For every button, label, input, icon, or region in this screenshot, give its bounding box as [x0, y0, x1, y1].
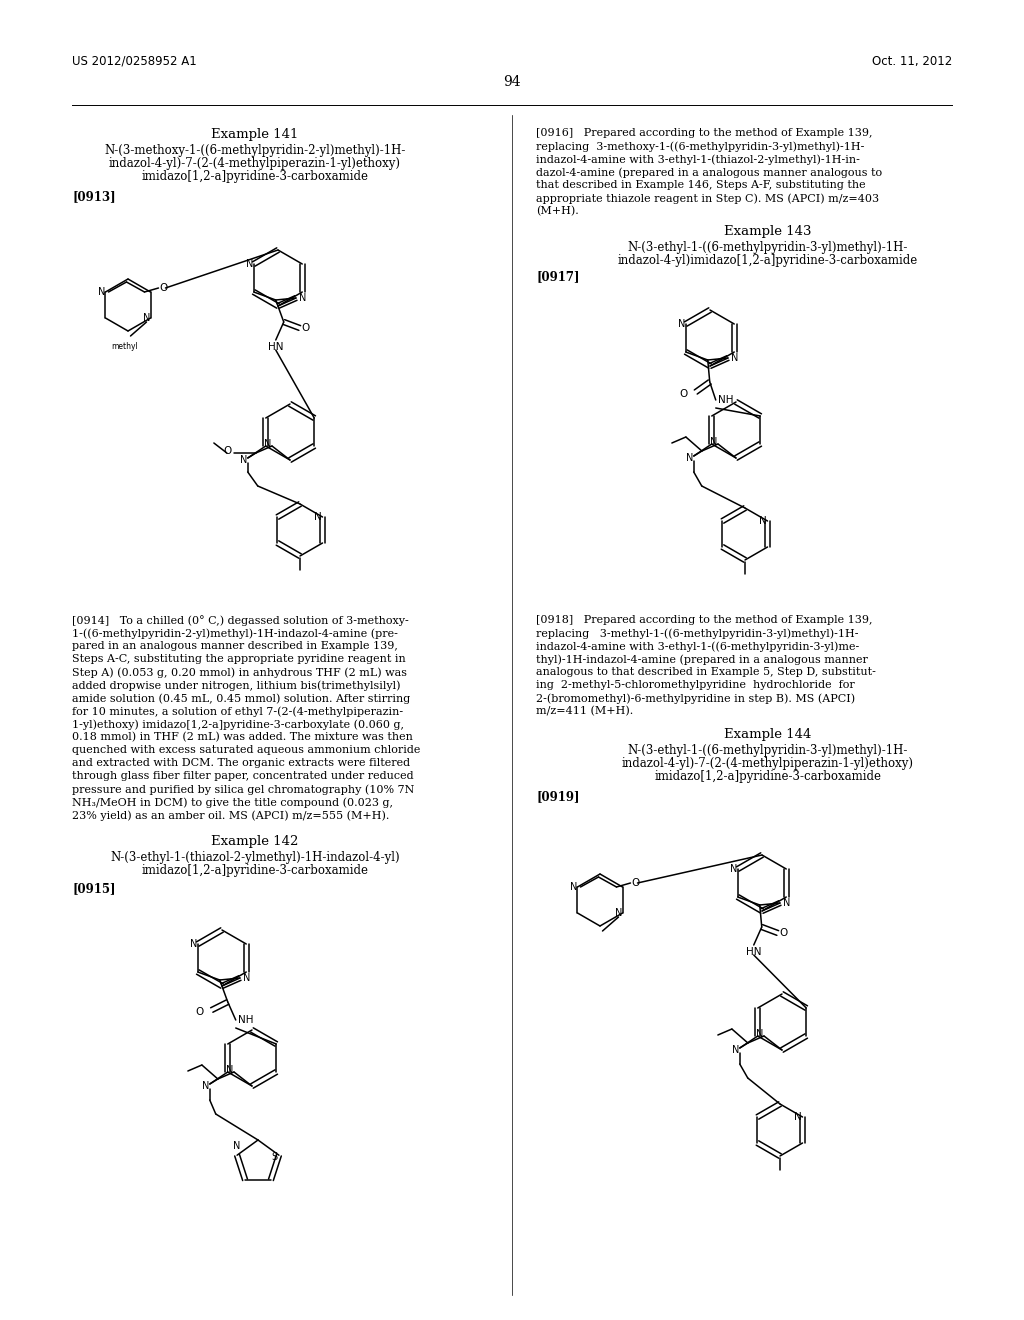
Text: N-(3-ethyl-1-((6-methylpyridin-3-yl)methyl)-1H-: N-(3-ethyl-1-((6-methylpyridin-3-yl)meth…	[628, 242, 908, 253]
Text: O: O	[196, 1007, 204, 1016]
Text: N: N	[98, 286, 105, 297]
Text: N-(3-ethyl-1-((6-methylpyridin-3-yl)methyl)-1H-: N-(3-ethyl-1-((6-methylpyridin-3-yl)meth…	[628, 744, 908, 756]
Text: indazol-4-amine with 3-ethyl-1-((6-methylpyridin-3-yl)me-: indazol-4-amine with 3-ethyl-1-((6-methy…	[536, 642, 859, 652]
Text: N: N	[794, 1111, 802, 1122]
Text: 1-((6-methylpyridin-2-yl)methyl)-1H-indazol-4-amine (pre-: 1-((6-methylpyridin-2-yl)methyl)-1H-inda…	[72, 628, 398, 639]
Text: N: N	[142, 313, 151, 323]
Text: 94: 94	[503, 75, 521, 88]
Text: N: N	[711, 437, 718, 447]
Text: Step A) (0.053 g, 0.20 mmol) in anhydrous THF (2 mL) was: Step A) (0.053 g, 0.20 mmol) in anhydrou…	[72, 667, 407, 677]
Text: indazol-4-amine with 3-ethyl-1-(thiazol-2-ylmethyl)-1H-in-: indazol-4-amine with 3-ethyl-1-(thiazol-…	[536, 154, 860, 165]
Text: N: N	[731, 352, 738, 363]
Text: N: N	[678, 319, 685, 329]
Text: O: O	[680, 389, 688, 399]
Text: N-(3-ethyl-1-(thiazol-2-ylmethyl)-1H-indazol-4-yl): N-(3-ethyl-1-(thiazol-2-ylmethyl)-1H-ind…	[111, 851, 399, 865]
Text: N: N	[313, 512, 322, 521]
Text: Example 141: Example 141	[211, 128, 299, 141]
Text: O: O	[223, 446, 231, 455]
Text: N: N	[190, 939, 198, 949]
Text: [0915]: [0915]	[72, 882, 116, 895]
Text: O: O	[160, 282, 168, 293]
Text: indazol-4-yl)-7-(2-(4-methylpiperazin-1-yl)ethoxy): indazol-4-yl)-7-(2-(4-methylpiperazin-1-…	[622, 756, 914, 770]
Text: N-(3-methoxy-1-((6-methylpyridin-2-yl)methyl)-1H-: N-(3-methoxy-1-((6-methylpyridin-2-yl)me…	[104, 144, 406, 157]
Text: replacing  3-methoxy-1-((6-methylpyridin-3-yl)methyl)-1H-: replacing 3-methoxy-1-((6-methylpyridin-…	[536, 141, 864, 152]
Text: N: N	[783, 898, 791, 908]
Text: pressure and purified by silica gel chromatography (10% 7N: pressure and purified by silica gel chro…	[72, 784, 415, 795]
Text: N: N	[243, 973, 251, 983]
Text: N: N	[246, 259, 253, 269]
Text: indazol-4-yl)-7-(2-(4-methylpiperazin-1-yl)ethoxy): indazol-4-yl)-7-(2-(4-methylpiperazin-1-…	[109, 157, 401, 170]
Text: imidazo[1,2-a]pyridine-3-carboxamide: imidazo[1,2-a]pyridine-3-carboxamide	[141, 170, 369, 183]
Text: N: N	[202, 1081, 210, 1092]
Text: Example 143: Example 143	[724, 224, 812, 238]
Text: 2-(bromomethyl)-6-methylpyridine in step B). MS (APCI): 2-(bromomethyl)-6-methylpyridine in step…	[536, 693, 855, 704]
Text: US 2012/0258952 A1: US 2012/0258952 A1	[72, 55, 197, 69]
Text: quenched with excess saturated aqueous ammonium chloride: quenched with excess saturated aqueous a…	[72, 744, 421, 755]
Text: methyl: methyl	[112, 342, 138, 351]
Text: 0.18 mmol) in THF (2 mL) was added. The mixture was then: 0.18 mmol) in THF (2 mL) was added. The …	[72, 733, 413, 742]
Text: N: N	[264, 440, 271, 449]
Text: appropriate thiazole reagent in Step C). MS (APCI) m/z=403: appropriate thiazole reagent in Step C).…	[536, 193, 880, 203]
Text: N: N	[226, 1065, 233, 1074]
Text: O: O	[302, 323, 310, 333]
Text: N: N	[233, 1142, 241, 1151]
Text: O: O	[779, 928, 788, 939]
Text: HN: HN	[268, 342, 284, 352]
Text: [0916]   Prepared according to the method of Example 139,: [0916] Prepared according to the method …	[536, 128, 872, 139]
Text: imidazo[1,2-a]pyridine-3-carboxamide: imidazo[1,2-a]pyridine-3-carboxamide	[141, 865, 369, 876]
Text: pared in an analogous manner described in Example 139,: pared in an analogous manner described i…	[72, 642, 398, 651]
Text: N: N	[730, 865, 737, 874]
Text: N: N	[732, 1045, 739, 1055]
Text: N: N	[759, 516, 766, 525]
Text: Example 144: Example 144	[724, 729, 812, 741]
Text: N: N	[686, 453, 693, 463]
Text: [0913]: [0913]	[72, 190, 116, 203]
Text: N: N	[299, 293, 306, 304]
Text: for 10 minutes, a solution of ethyl 7-(2-(4-methylpiperazin-: for 10 minutes, a solution of ethyl 7-(2…	[72, 706, 403, 717]
Text: imidazo[1,2-a]pyridine-3-carboxamide: imidazo[1,2-a]pyridine-3-carboxamide	[654, 770, 882, 783]
Text: replacing   3-methyl-1-((6-methylpyridin-3-yl)methyl)-1H-: replacing 3-methyl-1-((6-methylpyridin-3…	[536, 628, 858, 639]
Text: and extracted with DCM. The organic extracts were filtered: and extracted with DCM. The organic extr…	[72, 758, 411, 768]
Text: [0919]: [0919]	[536, 789, 580, 803]
Text: HN: HN	[746, 946, 762, 957]
Text: 1-yl)ethoxy) imidazo[1,2-a]pyridine-3-carboxylate (0.060 g,: 1-yl)ethoxy) imidazo[1,2-a]pyridine-3-ca…	[72, 719, 404, 730]
Text: Example 142: Example 142	[211, 836, 299, 847]
Text: Steps A-C, substituting the appropriate pyridine reagent in: Steps A-C, substituting the appropriate …	[72, 653, 406, 664]
Text: dazol-4-amine (prepared in a analogous manner analogous to: dazol-4-amine (prepared in a analogous m…	[536, 168, 882, 178]
Text: NH: NH	[238, 1015, 253, 1026]
Text: that described in Example 146, Steps A-F, substituting the: that described in Example 146, Steps A-F…	[536, 180, 865, 190]
Text: m/z=411 (M+H).: m/z=411 (M+H).	[536, 706, 633, 717]
Text: [0918]   Prepared according to the method of Example 139,: [0918] Prepared according to the method …	[536, 615, 872, 624]
Text: [0917]: [0917]	[536, 271, 580, 282]
Text: amide solution (0.45 mL, 0.45 mmol) solution. After stirring: amide solution (0.45 mL, 0.45 mmol) solu…	[72, 693, 411, 704]
Text: O: O	[632, 878, 640, 888]
Text: N: N	[757, 1030, 764, 1039]
Text: NH₃/MeOH in DCM) to give the title compound (0.023 g,: NH₃/MeOH in DCM) to give the title compo…	[72, 797, 393, 808]
Text: N: N	[614, 908, 623, 917]
Text: Oct. 11, 2012: Oct. 11, 2012	[871, 55, 952, 69]
Text: analogous to that described in Example 5, Step D, substitut-: analogous to that described in Example 5…	[536, 667, 876, 677]
Text: thyl)-1H-indazol-4-amine (prepared in a analogous manner: thyl)-1H-indazol-4-amine (prepared in a …	[536, 653, 868, 664]
Text: N: N	[569, 882, 578, 892]
Text: NH: NH	[718, 395, 733, 405]
Text: through glass fiber filter paper, concentrated under reduced: through glass fiber filter paper, concen…	[72, 771, 414, 781]
Text: 23% yield) as an amber oil. MS (APCI) m/z=555 (M+H).: 23% yield) as an amber oil. MS (APCI) m/…	[72, 810, 389, 821]
Text: indazol-4-yl)imidazo[1,2-a]pyridine-3-carboxamide: indazol-4-yl)imidazo[1,2-a]pyridine-3-ca…	[617, 253, 919, 267]
Text: [0914]   To a chilled (0° C,) degassed solution of 3-methoxy-: [0914] To a chilled (0° C,) degassed sol…	[72, 615, 409, 626]
Text: ing  2-methyl-5-chloromethylpyridine  hydrochloride  for: ing 2-methyl-5-chloromethylpyridine hydr…	[536, 680, 855, 690]
Text: (M+H).: (M+H).	[536, 206, 579, 216]
Text: added dropwise under nitrogen, lithium bis(trimethylsilyl): added dropwise under nitrogen, lithium b…	[72, 680, 400, 690]
Text: S: S	[271, 1152, 278, 1162]
Text: N: N	[240, 455, 248, 465]
